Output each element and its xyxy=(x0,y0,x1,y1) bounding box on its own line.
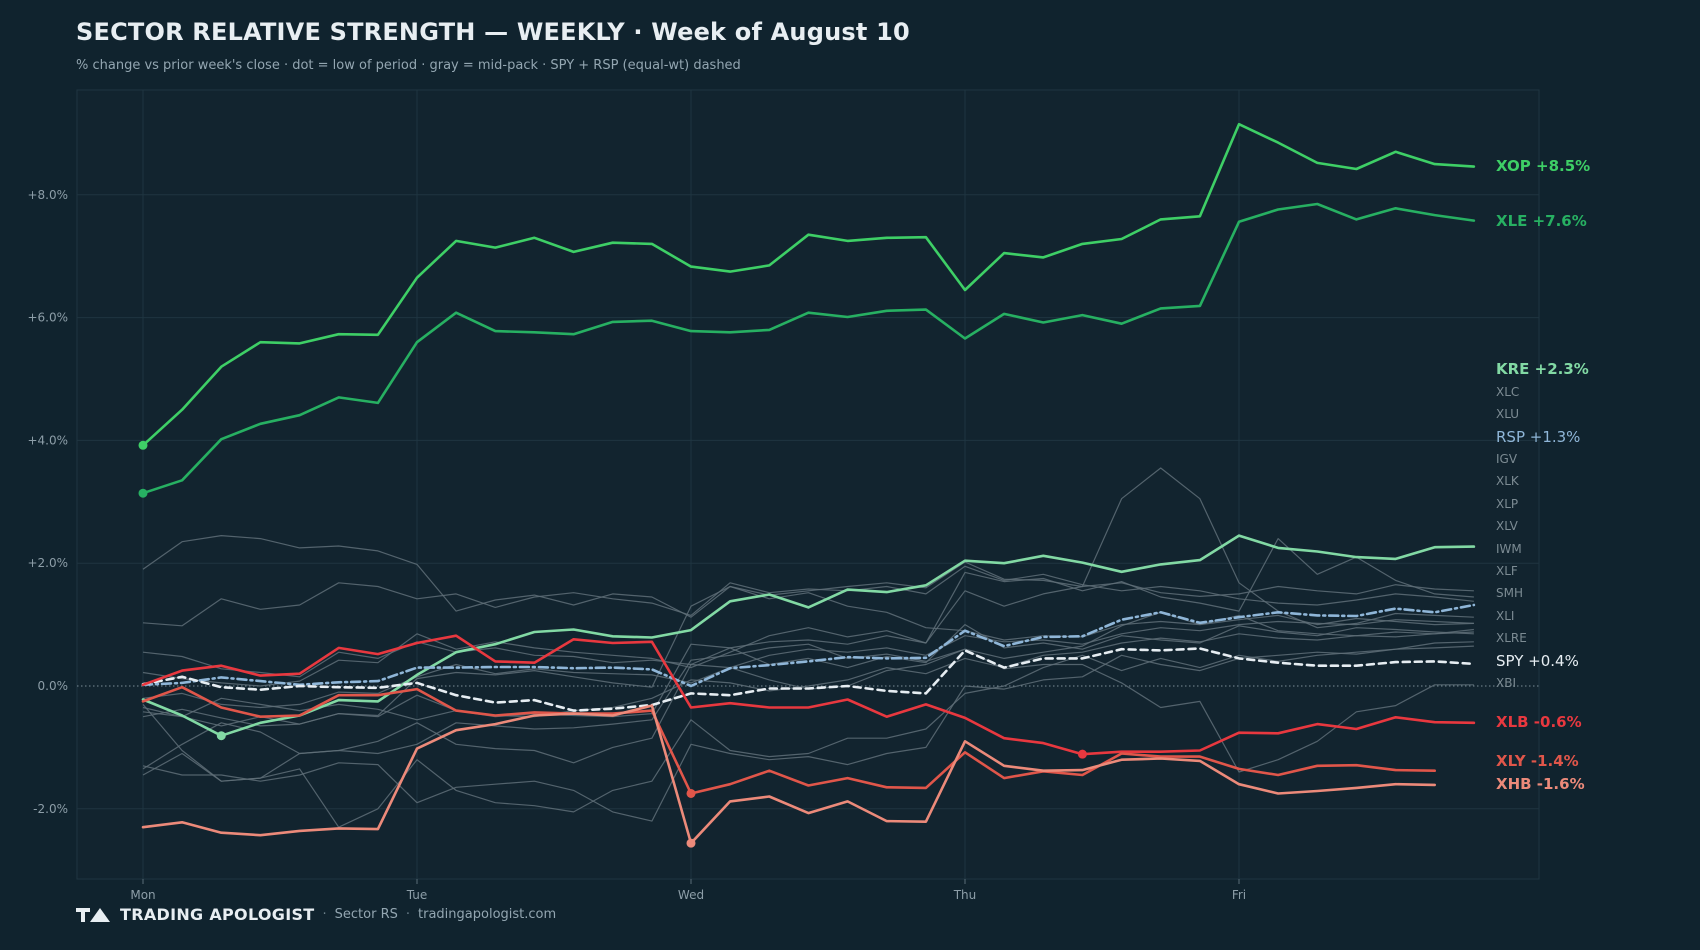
x-tick-label: Tue xyxy=(406,888,428,900)
y-tick-label: +6.0% xyxy=(27,311,68,325)
series-line-rsp xyxy=(141,603,1476,688)
y-tick-label: +2.0% xyxy=(27,556,68,570)
series-line-xlc xyxy=(142,535,1474,618)
end-label-xlp: XLP xyxy=(1496,497,1518,511)
sector-rs-chart: -2.0% 0.0% +2.0% +4.0% +6.0% +8.0% Mon Tue Wed Th… xyxy=(27,89,1590,900)
y-tick-label: +4.0% xyxy=(27,433,68,447)
series-line-xlk xyxy=(142,538,1474,687)
x-tick-label: Wed xyxy=(678,888,704,900)
highlighted-series-group xyxy=(138,122,1476,848)
end-label-xlu: XLU xyxy=(1496,407,1519,421)
x-tick-label: Mon xyxy=(130,888,155,900)
end-label-spy: SPY +0.4% xyxy=(1496,652,1579,670)
series-line-xly xyxy=(141,685,1436,795)
end-label-xlc: XLC xyxy=(1496,385,1519,399)
footer: TRADING APOLOGIST · Sector RS · tradinga… xyxy=(76,905,556,924)
series-line-xlre xyxy=(142,645,1474,822)
series-line-xlv xyxy=(142,624,1474,721)
end-label-xle: XLE +7.6% xyxy=(1496,212,1587,230)
trading-apologist-logo-icon xyxy=(76,907,110,922)
plot-area xyxy=(76,89,1540,880)
footer-separator: · xyxy=(405,907,411,922)
chart-subtitle: % change vs prior week's close · dot = l… xyxy=(76,58,741,73)
chart-title: SECTOR RELATIVE STRENGTH — WEEKLY · Week… xyxy=(76,18,910,46)
end-label-iwm: IWM xyxy=(1496,542,1522,556)
series-line-xle xyxy=(141,202,1476,495)
end-label-xlk: XLK xyxy=(1496,474,1520,488)
footer-product: Sector RS xyxy=(334,907,398,922)
end-label-smh: SMH xyxy=(1496,586,1523,600)
low-marker-xop xyxy=(138,440,148,450)
y-tick-label: +8.0% xyxy=(27,188,68,202)
low-marker-xle xyxy=(138,488,148,498)
end-label-xlre: XLRE xyxy=(1496,631,1527,645)
series-line-xli xyxy=(142,631,1474,727)
y-tick-label: -2.0% xyxy=(33,802,68,816)
axes: -2.0% 0.0% +2.0% +4.0% +6.0% +8.0% Mon Tue Wed Th… xyxy=(27,188,1246,900)
end-label-xbi: XBI xyxy=(1496,676,1516,690)
end-labels: XOP +8.5% XLE +7.6% KRE +2.3% RSP +1.3% SPY … xyxy=(1496,157,1590,793)
series-line-xlb xyxy=(141,634,1476,756)
footer-separator: · xyxy=(322,907,327,922)
end-label-kre: KRE +2.3% xyxy=(1496,360,1589,378)
series-line-kre xyxy=(141,534,1476,737)
end-label-rsp: RSP +1.3% xyxy=(1496,428,1580,446)
series-line-xlf xyxy=(142,619,1474,709)
series-line-xlu xyxy=(142,565,1474,627)
low-marker-kre xyxy=(216,731,226,741)
end-label-igv: IGV xyxy=(1496,452,1518,466)
series-line-spy xyxy=(141,647,1476,712)
low-marker-xhb xyxy=(686,838,696,848)
end-label-xli: XLI xyxy=(1496,609,1514,623)
y-tick-label: 0.0% xyxy=(38,679,69,693)
brand-name: TRADING APOLOGIST xyxy=(120,905,315,924)
x-tick-label: Thu xyxy=(953,888,977,900)
series-line-xop xyxy=(141,122,1476,447)
series-line-xlp xyxy=(142,585,1474,727)
end-label-xop: XOP +8.5% xyxy=(1496,157,1590,175)
footer-site-link[interactable]: tradingapologist.com xyxy=(418,907,557,922)
low-marker-xlb xyxy=(1077,749,1087,759)
end-label-xlb: XLB -0.6% xyxy=(1496,713,1582,731)
series-line-iwm xyxy=(142,611,1474,770)
end-label-xhb: XHB -1.6% xyxy=(1496,775,1585,793)
series-line-igv xyxy=(142,467,1474,678)
low-marker-xly xyxy=(686,788,696,798)
series-line-xhb xyxy=(141,704,1436,845)
end-label-xlv: XLV xyxy=(1496,519,1519,533)
end-label-xly: XLY -1.4% xyxy=(1496,752,1579,770)
end-label-xlf: XLF xyxy=(1496,564,1518,578)
x-tick-label: Fri xyxy=(1232,888,1246,900)
